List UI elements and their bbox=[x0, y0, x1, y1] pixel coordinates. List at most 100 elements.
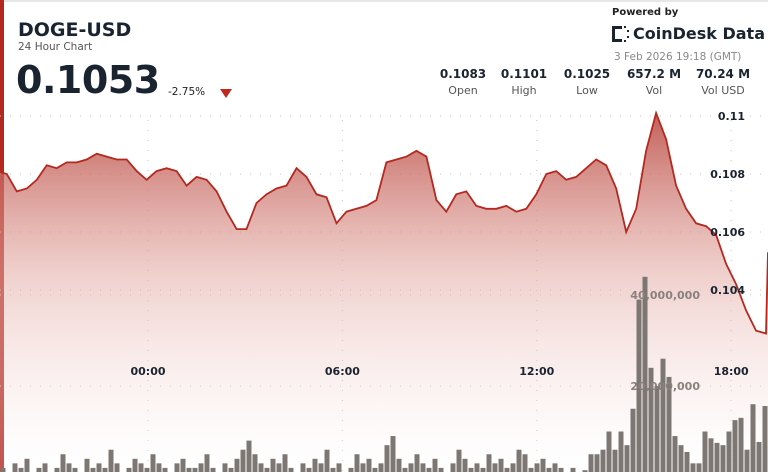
stat-value: 0.1101 bbox=[500, 67, 548, 81]
volume-bar bbox=[144, 467, 150, 472]
volume-bar bbox=[60, 454, 66, 472]
coindesk-logo-icon bbox=[612, 25, 629, 42]
symbol-title: DOGE-USD bbox=[18, 19, 132, 41]
volume-bar bbox=[330, 467, 336, 472]
time-tick-label: 00:00 bbox=[130, 365, 165, 378]
volume-bar bbox=[468, 467, 474, 472]
volume-bar bbox=[744, 449, 750, 472]
stat-high: 0.1101 High bbox=[489, 67, 559, 97]
price-tick-label: 0.11 bbox=[718, 110, 745, 123]
volume-bar bbox=[552, 463, 558, 472]
volume-bar bbox=[174, 463, 180, 472]
volume-bar bbox=[270, 458, 276, 472]
volume-bar bbox=[450, 463, 456, 472]
volume-bar bbox=[690, 463, 696, 472]
volume-bar bbox=[102, 467, 108, 472]
volume-bar bbox=[708, 438, 714, 472]
volume-bar bbox=[66, 463, 72, 472]
volume-bar bbox=[390, 436, 396, 472]
volume-bar bbox=[150, 454, 156, 472]
volume-bar bbox=[198, 463, 204, 472]
price-change: -2.75% bbox=[168, 86, 206, 98]
volume-bar bbox=[108, 449, 114, 472]
volume-bar bbox=[222, 463, 228, 472]
volume-bar bbox=[360, 463, 366, 472]
volume-bar bbox=[72, 467, 78, 472]
volume-bar bbox=[660, 358, 666, 472]
stat-vol: 657.2 M Vol bbox=[619, 67, 689, 97]
volume-bar bbox=[720, 445, 726, 472]
axis-labels: 0.11 0.108 0.106 0.104 40,000,000 20,000,000 0… bbox=[130, 110, 749, 393]
volume-bar bbox=[630, 408, 636, 472]
price-tick-label: 0.108 bbox=[710, 168, 745, 181]
volume-bar bbox=[114, 463, 120, 472]
volume-bar bbox=[210, 467, 216, 472]
volume-bar bbox=[354, 454, 360, 472]
volume-bar bbox=[738, 417, 744, 472]
volume-bar bbox=[288, 467, 294, 472]
volume-bar bbox=[318, 463, 324, 472]
volume-bar bbox=[486, 454, 492, 472]
stat-label: Low bbox=[576, 84, 598, 97]
volume-bar bbox=[696, 463, 702, 472]
stat-label: Vol bbox=[645, 84, 663, 97]
volume-bar bbox=[252, 454, 258, 472]
volume-bar bbox=[750, 404, 756, 472]
volume-bar bbox=[672, 436, 678, 472]
volume-bar bbox=[186, 467, 192, 472]
volume-bar bbox=[642, 276, 648, 472]
volume-bar bbox=[510, 463, 516, 472]
time-tick-label: 12:00 bbox=[519, 365, 554, 378]
volume-bar bbox=[612, 449, 618, 472]
volume-bar bbox=[426, 467, 432, 472]
volume-bar bbox=[378, 463, 384, 472]
logo-text: CoinDesk Data bbox=[633, 24, 765, 43]
volume-bar bbox=[558, 467, 564, 472]
volume-bar bbox=[534, 463, 540, 472]
volume-bar bbox=[438, 467, 444, 472]
volume-bar bbox=[414, 454, 420, 472]
volume-bar bbox=[522, 454, 528, 472]
volume-bar bbox=[726, 431, 732, 472]
volume-bar bbox=[714, 442, 720, 472]
price-tick-label: 0.106 bbox=[710, 226, 745, 239]
volume-bar bbox=[480, 467, 486, 472]
time-tick-label: 18:00 bbox=[714, 365, 749, 378]
volume-bar bbox=[540, 458, 546, 472]
volume-bar bbox=[570, 467, 576, 472]
volume-bar bbox=[12, 463, 18, 472]
price-tick-label: 0.104 bbox=[710, 284, 745, 297]
volume-bar bbox=[432, 458, 438, 472]
stat-value: 657.2 M bbox=[626, 67, 682, 81]
volume-bar bbox=[234, 458, 240, 472]
volume-bar bbox=[498, 458, 504, 472]
time-tick-label: 06:00 bbox=[325, 365, 360, 378]
stat-value: 0.1025 bbox=[563, 67, 611, 81]
volume-bar bbox=[666, 376, 672, 472]
volume-bar bbox=[0, 467, 6, 472]
volume-bar bbox=[324, 449, 330, 472]
volume-bar bbox=[84, 458, 90, 472]
volume-bar bbox=[762, 406, 768, 472]
volume-bar bbox=[654, 386, 660, 472]
volume-bar bbox=[702, 431, 708, 472]
volume-bar bbox=[516, 449, 522, 472]
volume-bar bbox=[282, 454, 288, 472]
powered-by: Powered by bbox=[612, 7, 679, 18]
volume-bar bbox=[156, 463, 162, 472]
volume-bar bbox=[372, 467, 378, 472]
stat-label: High bbox=[511, 84, 537, 97]
volume-bar bbox=[306, 467, 312, 472]
price-area bbox=[0, 113, 768, 472]
volume-bar bbox=[126, 467, 132, 472]
volume-bar bbox=[300, 463, 306, 472]
volume-bar bbox=[228, 467, 234, 472]
volume-bar bbox=[180, 458, 186, 472]
volume-bar bbox=[276, 463, 282, 472]
volume-bar bbox=[24, 458, 30, 472]
volume-bar bbox=[528, 467, 534, 472]
volume-bar bbox=[588, 454, 594, 472]
volume-bar bbox=[492, 463, 498, 472]
volume-bar bbox=[138, 463, 144, 472]
